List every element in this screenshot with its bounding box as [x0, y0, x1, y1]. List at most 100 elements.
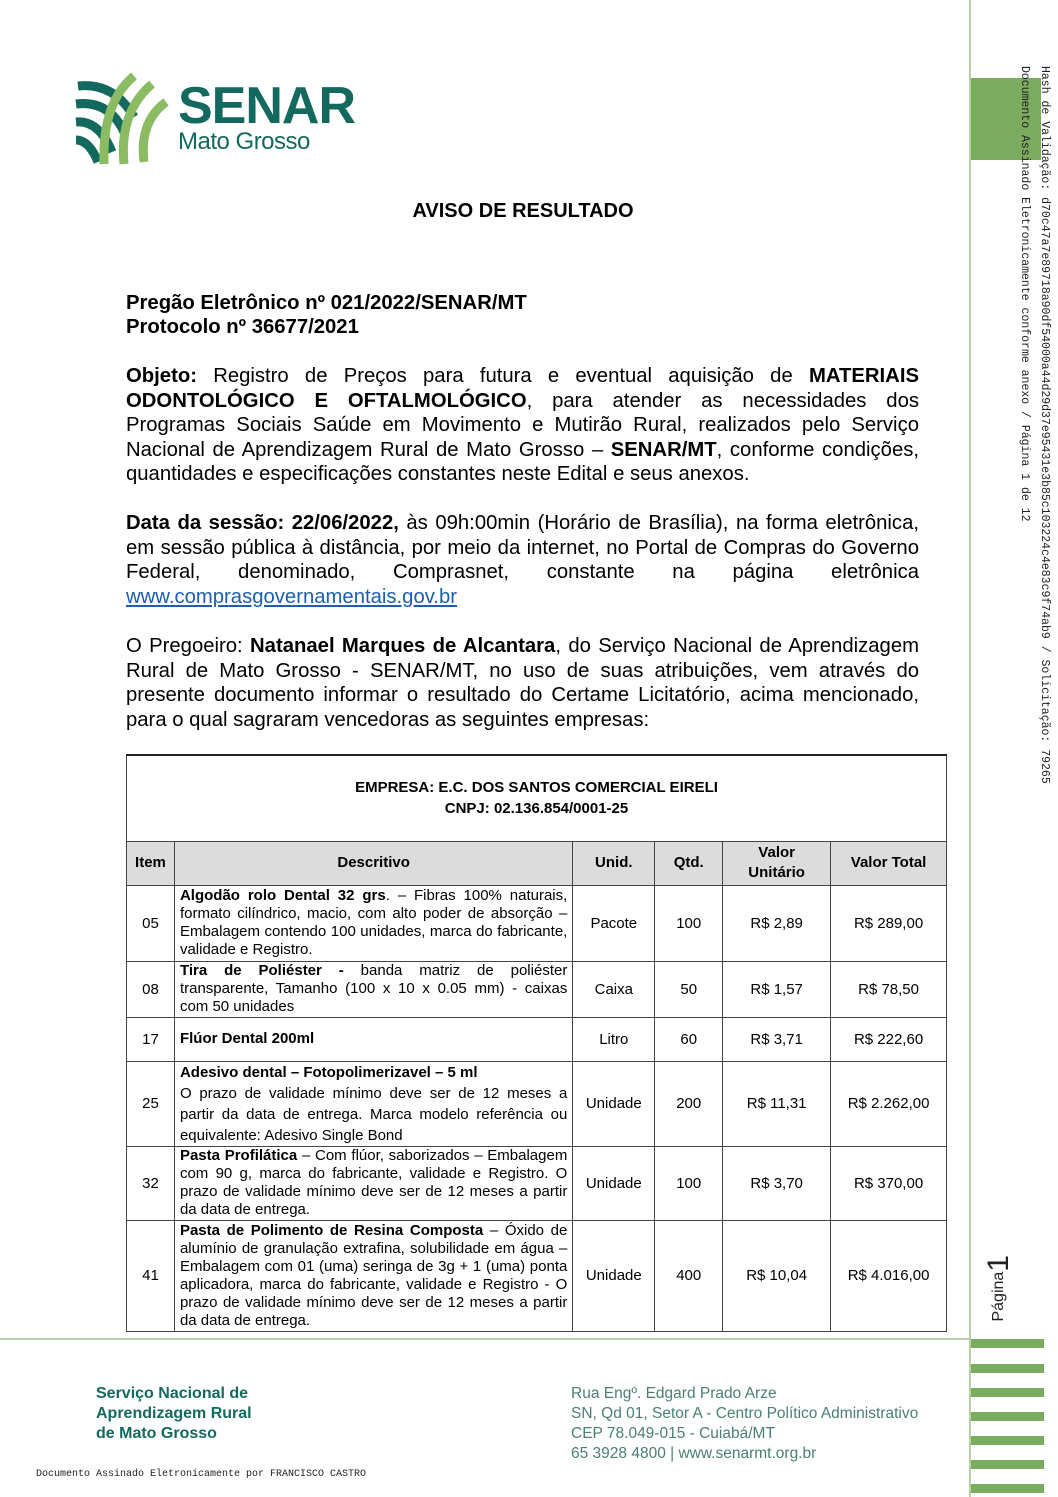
cell-price: R$ 11,31 — [722, 1060, 832, 1147]
text-bold: MATERIAIS ODONTOLÓGICO E OFTALMOLÓGICO — [126, 365, 919, 412]
pregao-number: Pregão Eletrônico nº 021/2022/SENAR/MT — [126, 292, 527, 314]
text: Registro de Preços para futura e eventua… — [196, 365, 809, 387]
cell-qty: 400 — [654, 1219, 724, 1332]
column-header: Unid. — [572, 840, 656, 886]
table-row: 08 Tira de Poliéster - banda matriz de po… — [126, 960, 947, 1018]
item-description: – Óxido de alumínio de granulação extraf… — [179, 1221, 568, 1329]
item-description: – Com flúor, saborizados – Embalagem com… — [179, 1147, 568, 1218]
text: às 09h:00min (Horário de Brasília), na f… — [126, 512, 919, 583]
cell-unit: Litro — [572, 1016, 656, 1062]
cell-qty: 200 — [654, 1060, 724, 1147]
cell-total: R$ 78,50 — [830, 960, 947, 1018]
company-name: EMPRESA: E.C. DOS SANTOS COMERCIAL EIREL… — [355, 779, 718, 797]
cell-unit: Caixa — [572, 960, 656, 1018]
cell-desc: Pasta Profilática – Com flúor, saborizad… — [173, 1145, 574, 1221]
protocol-number: Protocolo nº 36677/2021 — [126, 316, 359, 338]
cell-item: 17 — [126, 1016, 175, 1062]
item-description: banda matriz de poliéster transparente, … — [179, 962, 568, 1015]
item-name: Algodão rolo Dental 32 grs — [179, 887, 386, 904]
column-header: Valor Unitário — [722, 840, 832, 886]
item-description: . – Fibras 100% naturais, formato cilínd… — [179, 887, 568, 958]
cell-total: R$ 4.016,00 — [830, 1219, 947, 1332]
footer-divider — [0, 1338, 969, 1340]
address-line: CEP 78.049-015 - Cuiabá/MT — [571, 1425, 775, 1442]
cell-item: 41 — [126, 1219, 175, 1332]
text: , do Serviço Nacional de Aprendizagem Ru… — [126, 635, 919, 731]
company-header: EMPRESA: E.C. DOS SANTOS COMERCIAL EIREL… — [126, 754, 947, 842]
cell-item: 05 — [126, 884, 175, 962]
table-row: 25 Adesivo dental – Fotopolimerizavel – 5… — [126, 1060, 947, 1147]
page-label: Página — [990, 1271, 1007, 1322]
cell-total: R$ 370,00 — [830, 1145, 947, 1221]
item-name: Pasta Profilática — [179, 1147, 298, 1164]
cell-total: R$ 289,00 — [830, 884, 947, 962]
pregoeiro-name: Natanael Marques de Alcantara — [250, 635, 556, 657]
cell-unit: Unidade — [572, 1219, 656, 1332]
cell-qty: 100 — [654, 1145, 724, 1221]
validation-hash: Hash de Validação: d70c47a7e89718a90df54… — [1038, 66, 1051, 784]
results-table: EMPRESA: E.C. DOS SANTOS COMERCIAL EIREL… — [126, 754, 947, 1332]
comprasnet-link[interactable]: www.comprasgovernamentais.gov.br — [126, 585, 458, 608]
signed-by: Documento Assinado Eletronicamente por F… — [36, 1469, 367, 1480]
cell-qty: 100 — [654, 884, 724, 962]
stripe — [971, 1364, 1044, 1373]
column-header: Valor Total — [830, 840, 947, 886]
cell-desc: Adesivo dental – Fotopolimerizavel – 5 m… — [173, 1060, 574, 1147]
stripe — [971, 1484, 1044, 1493]
cell-unit: Unidade — [572, 1145, 656, 1221]
stripe — [971, 1339, 1044, 1348]
margin-accent-block — [971, 78, 1041, 160]
item-name: Adesivo dental – Fotopolimerizavel – 5 m… — [179, 1063, 478, 1081]
column-header: Descritivo — [173, 840, 574, 886]
address-line: 65 3928 4800 | www.senarmt.org.br — [571, 1445, 817, 1462]
item-description: O prazo de validade mínimo deve ser de 1… — [179, 1084, 568, 1144]
column-header: Item — [126, 840, 175, 886]
org-line: Serviço Nacional de — [96, 1385, 249, 1402]
cell-price: R$ 3,71 — [722, 1016, 832, 1062]
item-name: Tira de Poliéster - — [179, 962, 344, 979]
text: , conforme condições, quantidades e espe… — [126, 438, 919, 486]
cell-total: R$ 222,60 — [830, 1016, 947, 1062]
column-header: Qtd. — [654, 840, 724, 886]
cell-qty: 50 — [654, 960, 724, 1018]
sessao-label: Data da sessão: 22/06/2022, — [126, 512, 399, 534]
stripe — [971, 1412, 1044, 1421]
objeto-paragraph: Objeto: Registro de Preços para futura e… — [126, 364, 919, 487]
page-number-value: 1 — [982, 1255, 1015, 1272]
footer-organization: Serviço Nacional de Aprendizagem Rural d… — [96, 1384, 252, 1444]
cell-item: 25 — [126, 1060, 175, 1147]
text: , para atender as necessidades dos Progr… — [126, 389, 919, 461]
stripe — [971, 1460, 1044, 1469]
page-number: Página1 — [982, 1255, 1016, 1322]
table-row: 17 Flúor Dental 200ml Litro 60 R$ 3,71 R$ 222… — [126, 1016, 947, 1062]
table-row: 32 Pasta Profilática – Com flúor, saboriz… — [126, 1145, 947, 1221]
sessao-paragraph: Data da sessão: 22/06/2022, às 09h:00min… — [126, 511, 919, 609]
document-title: AVISO DE RESULTADO — [412, 200, 634, 222]
cell-item: 08 — [126, 960, 175, 1018]
cell-price: R$ 10,04 — [722, 1219, 832, 1332]
margin-line — [969, 0, 971, 1497]
company-cnpj: CNPJ: 02.136.854/0001-25 — [444, 800, 629, 818]
stripe — [971, 1388, 1044, 1397]
org-line: Aprendizagem Rural — [96, 1405, 252, 1422]
cell-price: R$ 3,70 — [722, 1145, 832, 1221]
table-row: 41 Pasta de Polimento de Resina Composta … — [126, 1219, 947, 1332]
item-name: Pasta de Polimento de Resina Composta — [179, 1221, 484, 1239]
cell-qty: 60 — [654, 1016, 724, 1062]
logo-wordmark: SENAR — [178, 77, 356, 135]
item-name: Flúor Dental 200ml — [179, 1030, 315, 1047]
cell-item: 32 — [126, 1145, 175, 1221]
footer-address: Rua Engº. Edgard Prado Arze SN, Qd 01, S… — [571, 1384, 918, 1464]
cell-unit: Pacote — [572, 884, 656, 962]
cell-desc: Pasta de Polimento de Resina Composta – … — [173, 1219, 574, 1332]
text: O Pregoeiro: — [126, 635, 251, 657]
text-bold: SENAR/MT — [610, 438, 717, 461]
cell-desc: Tira de Poliéster - banda matriz de poli… — [173, 960, 574, 1018]
org-line: de Mato Grosso — [96, 1425, 217, 1442]
address-line: SN, Qd 01, Setor A - Centro Político Adm… — [571, 1405, 919, 1422]
pregoeiro-paragraph: O Pregoeiro: Natanael Marques de Alcanta… — [126, 634, 919, 732]
cell-desc: Flúor Dental 200ml — [173, 1016, 574, 1062]
cell-total: R$ 2.262,00 — [830, 1060, 947, 1147]
stripe — [971, 1436, 1044, 1445]
table-header-row: Item Descritivo Unid. Qtd. Valor Unitári… — [126, 840, 947, 886]
